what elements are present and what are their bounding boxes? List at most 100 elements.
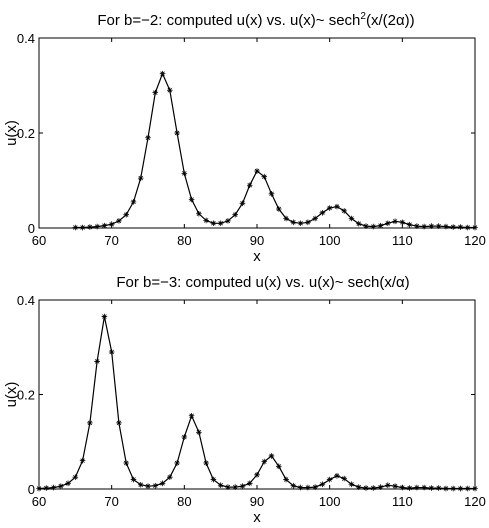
data-point-marker — [232, 211, 238, 218]
data-point-marker — [196, 429, 202, 436]
data-point-marker — [123, 211, 129, 218]
title-1-superscript: 2 — [360, 11, 366, 22]
data-point-marker — [312, 215, 318, 222]
data-point-marker — [246, 480, 253, 487]
x-tick-label: 70 — [104, 494, 118, 509]
x-tick-label: 110 — [392, 233, 413, 248]
data-point-marker — [457, 485, 464, 492]
x-tick-label: 60 — [32, 233, 46, 248]
data-point-marker — [225, 484, 231, 490]
data-point-marker — [152, 89, 159, 96]
data-point-marker — [355, 484, 362, 490]
data-point-marker — [79, 224, 86, 231]
data-point-marker — [246, 182, 253, 189]
data-point-marker — [297, 484, 304, 491]
x-tick-label: 120 — [464, 233, 486, 248]
data-point-marker — [305, 219, 311, 226]
data-point-marker — [108, 349, 115, 355]
data-point-marker — [152, 482, 159, 489]
y-tick-label: 0 — [28, 221, 35, 236]
title-1-prefix: For b=−2: computed u(x) vs. u(x)~ sech — [97, 12, 360, 29]
data-point-marker — [428, 485, 435, 491]
data-point-marker — [159, 70, 166, 77]
data-point-marker — [268, 191, 275, 197]
y-tick-label: 0.4 — [17, 293, 35, 308]
data-point-marker — [159, 480, 166, 487]
title-1: For b=−2: computed u(x) vs. u(x)~ sech2(… — [97, 11, 414, 29]
x-tick-label: 100 — [319, 494, 341, 509]
data-point-marker — [326, 205, 333, 211]
y-axis-label-2: u(x) — [3, 382, 20, 408]
data-point-marker — [421, 484, 427, 491]
panel-2: For b=−3: computed u(x) vs. u(x)~ sech(x… — [3, 274, 486, 526]
data-point-marker — [348, 215, 355, 222]
x-tick-label: 70 — [104, 233, 118, 248]
data-point-marker — [472, 224, 478, 231]
data-point-marker — [355, 220, 362, 227]
data-point-marker — [239, 483, 246, 489]
data-point-marker — [145, 483, 151, 489]
data-point-marker — [385, 220, 391, 227]
data-point-marker — [50, 484, 57, 491]
data-point-marker — [72, 474, 79, 480]
data-point-marker — [326, 476, 333, 483]
data-point-marker — [370, 223, 377, 230]
y-tick-label: 0.2 — [17, 126, 35, 141]
data-point-marker — [290, 482, 297, 489]
x-tick-label: 90 — [250, 494, 264, 509]
data-point-marker — [217, 482, 224, 489]
data-point-marker — [94, 358, 100, 365]
data-point-marker — [188, 412, 195, 419]
data-point-marker — [297, 220, 304, 227]
data-point-marker — [232, 484, 238, 490]
data-point-marker — [167, 474, 173, 480]
data-point-marker — [392, 218, 398, 225]
data-point-marker — [101, 313, 108, 320]
data-point-marker — [137, 175, 144, 181]
data-point-marker — [94, 223, 100, 230]
data-point-marker — [334, 472, 340, 479]
x-axis-label-1: x — [253, 248, 261, 265]
data-point-marker — [203, 217, 209, 224]
data-point-marker — [101, 222, 108, 229]
series-line — [38, 316, 475, 490]
data-point-marker — [421, 223, 427, 230]
data-point-marker — [363, 223, 369, 229]
data-point-marker — [392, 483, 398, 489]
data-point-marker — [305, 484, 311, 491]
data-point-marker — [377, 484, 384, 490]
data-point-marker — [87, 224, 93, 230]
data-point-marker — [116, 420, 122, 426]
data-point-marker — [406, 485, 413, 491]
data-point-marker — [435, 223, 442, 229]
data-point-marker — [188, 196, 195, 203]
x-tick-label: 90 — [250, 233, 264, 248]
data-point-marker — [108, 221, 115, 227]
data-point-marker — [312, 484, 318, 490]
data-point-marker — [435, 485, 442, 491]
x-tick-label: 60 — [32, 494, 46, 509]
y-tick-label: 0 — [28, 482, 35, 497]
data-point-marker — [130, 199, 137, 205]
data-point-marker — [443, 485, 449, 492]
data-point-marker — [254, 168, 260, 174]
data-point-marker — [254, 472, 260, 478]
data-point-marker — [363, 485, 369, 491]
x-tick-label: 110 — [392, 494, 413, 509]
data-point-marker — [341, 208, 347, 214]
data-point-marker — [276, 206, 282, 212]
data-point-marker — [319, 481, 326, 488]
data-point-marker — [377, 222, 384, 229]
data-point-marker — [174, 130, 180, 136]
data-point-marker — [450, 224, 456, 230]
title-1-suffix: (x/(2α)) — [366, 12, 415, 29]
data-point-marker — [130, 476, 137, 483]
data-point-marker — [36, 485, 42, 492]
y-axis-label-1: u(x) — [3, 120, 20, 146]
data-point-marker — [414, 484, 420, 491]
data-point-marker — [145, 134, 151, 141]
data-point-marker — [319, 210, 326, 216]
panel-1: For b=−2: computed u(x) vs. u(x)~ sech2(… — [3, 11, 486, 265]
data-point-marker — [181, 170, 188, 177]
